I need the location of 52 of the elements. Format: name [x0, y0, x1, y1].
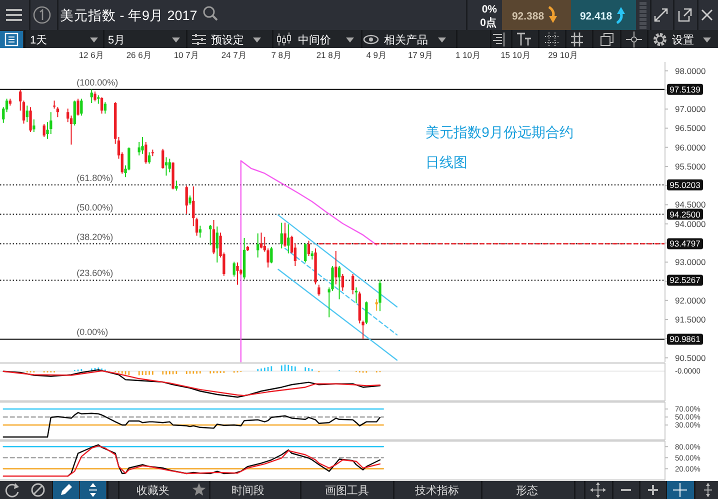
text: 92.388 — [512, 10, 544, 22]
text: 美元指数 - 年9月 2017 — [60, 8, 198, 23]
y-tick-label: 97.0000 — [675, 104, 706, 114]
x-tick-label: 21 8月 — [316, 50, 342, 60]
text: 相关产品 — [384, 34, 428, 46]
text: 中间价 — [298, 34, 331, 46]
text: 0% — [482, 4, 498, 16]
x-tick-label: 12 6月 — [78, 50, 104, 60]
annotation: (38.20%) — [76, 232, 114, 242]
annotation: (23.60%) — [76, 268, 114, 278]
ref-line-label: 93.4797 — [670, 238, 701, 249]
annotation: (100.00%) — [76, 77, 118, 88]
annotation: (0.00%) — [76, 327, 108, 338]
text: 形态 — [516, 484, 538, 497]
text: 画图工具 — [325, 485, 369, 497]
text: 设置 — [672, 34, 694, 46]
x-tick-label: 29 10月 — [548, 50, 578, 60]
y-tick-label: 96.5000 — [675, 123, 706, 134]
ref-line-label: 92.5267 — [670, 275, 701, 286]
annotation: 日线图 — [426, 154, 468, 170]
y-tick-label: 98.0000 — [675, 66, 706, 76]
text: 1天 — [30, 34, 48, 46]
ref-line-label: 97.5139 — [670, 84, 701, 94]
text: 收藏夹 — [136, 484, 170, 497]
text: 时间段 — [232, 484, 264, 497]
y-tick-label: 94.0000 — [675, 218, 706, 229]
text: 0点 — [480, 16, 497, 29]
x-tick-label: 10 7月 — [174, 50, 200, 60]
x-tick-label: 4 9月 — [366, 50, 388, 60]
ref-line-label: 94.2500 — [670, 209, 701, 220]
x-tick-label: 26 6月 — [126, 50, 152, 60]
x-tick-label: 15 10月 — [500, 50, 531, 60]
annotation: (61.80%) — [76, 172, 114, 183]
text: 92.418 — [580, 10, 612, 22]
text: 预设定 — [211, 34, 244, 46]
y-tick-label: 93.0000 — [675, 257, 706, 268]
text: 技术指标 — [414, 484, 459, 497]
x-tick-label: 1 10月 — [455, 50, 481, 60]
y-tick-label: 96.0000 — [675, 142, 706, 152]
ref-line-label: 95.0203 — [670, 180, 701, 190]
y-tick-label: 91.5000 — [675, 314, 706, 324]
y-tick-label: 94.5000 — [675, 200, 706, 210]
y-tick-label: 92.0000 — [675, 295, 706, 306]
x-tick-label: 24 7月 — [221, 50, 247, 60]
x-tick-label: 17 9月 — [408, 50, 434, 60]
x-tick-label: 7 8月 — [271, 50, 292, 60]
y-tick-label: 90.5000 — [675, 352, 706, 363]
text: 5月 — [108, 34, 126, 46]
y-tick-label: 95.5000 — [675, 161, 706, 172]
annotation: (50.00%) — [76, 202, 114, 212]
annotation: 美元指数9月份远期合约 — [426, 124, 574, 140]
ref-line-label: 90.9861 — [670, 334, 701, 344]
